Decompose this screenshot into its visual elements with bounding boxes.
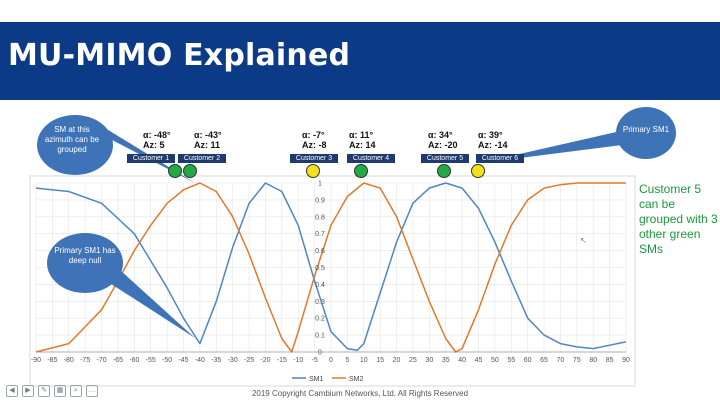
callout-primary-bubble <box>616 107 676 159</box>
x-tick-label: 10 <box>360 357 368 364</box>
x-tick-label: 25 <box>409 357 417 364</box>
x-tick-label: 75 <box>573 357 581 364</box>
prev-slide-icon[interactable]: ◀ <box>6 385 18 397</box>
x-tick-label: 40 <box>458 357 466 364</box>
customer-dot <box>471 164 485 178</box>
y-tick-label: 0.9 <box>315 197 325 204</box>
callout-primary-text: Primary SM1 <box>622 125 670 134</box>
x-tick-label: -90 <box>31 357 41 364</box>
x-tick-label: -30 <box>228 357 238 364</box>
callout-azimuth-bubble <box>37 115 113 175</box>
y-tick-label: 0.2 <box>315 316 325 323</box>
y-tick-label: 0.3 <box>315 299 325 306</box>
x-tick-label: -15 <box>277 357 287 364</box>
more-icon[interactable]: … <box>86 385 98 397</box>
y-tick-label: 0.8 <box>315 214 325 221</box>
x-tick-label: -50 <box>162 357 172 364</box>
chart-grid <box>29 175 636 387</box>
slide-title: MU-MIMO Explained <box>8 38 351 73</box>
customer-dot <box>306 164 320 178</box>
mouse-cursor-icon: ↖ <box>580 236 587 245</box>
angle-label: α: 34° Az: -20 <box>428 130 458 150</box>
callout-deepnull-pointer <box>105 270 195 338</box>
x-tick-label: -55 <box>146 357 156 364</box>
x-tick-label: 55 <box>507 357 515 364</box>
x-tick-label: -80 <box>64 357 74 364</box>
customer-dot <box>183 164 197 178</box>
customer-box: Customer 6 <box>476 154 524 163</box>
x-tick-label: -5 <box>311 357 317 364</box>
legend-label: SM2 <box>349 376 364 383</box>
title-bar <box>0 22 720 100</box>
x-tick-label: 80 <box>589 357 597 364</box>
y-tick-label: 0.6 <box>315 248 325 255</box>
callout-azimuth-text: SM at this azimuth can be grouped <box>44 125 100 154</box>
customer-box: Customer 3 <box>290 154 338 163</box>
x-tick-label: 70 <box>557 357 565 364</box>
y-tick-label: 0.4 <box>315 282 325 289</box>
x-tick-label: 60 <box>524 357 532 364</box>
chart-ticks: -90 -85 -80 -75 -70 -65 -60 -55 -50 -45 -40 -35 -30-… <box>31 181 630 365</box>
customer-box: Customer 5 <box>421 154 469 163</box>
slideshow-toolbar: ◀ ▶ ✎ ▦ ⌕ … <box>6 385 98 397</box>
chart-legend: SM1 SM2 <box>292 376 364 383</box>
angle-label: α: -48° Az: 5 <box>143 130 171 150</box>
grouping-note: Customer 5 can be grouped with 3 other g… <box>639 182 718 256</box>
callout-deepnull-text: Primary SM1 has deep null <box>54 246 116 265</box>
x-tick-label: -10 <box>293 357 303 364</box>
x-tick-label: 35 <box>442 357 450 364</box>
x-tick-label: 90 <box>622 357 630 364</box>
legend-label: SM1 <box>309 376 324 383</box>
x-tick-label: -65 <box>113 357 123 364</box>
customer-dot <box>354 164 368 178</box>
angle-label: α: 39° Az: -14 <box>478 130 508 150</box>
x-tick-label: 45 <box>475 357 483 364</box>
angle-label: α: 11° Az: 14 <box>349 130 376 150</box>
customer-dot <box>168 164 182 178</box>
y-tick-label: 0.5 <box>315 265 325 272</box>
x-tick-label: -85 <box>47 357 57 364</box>
x-tick-label: 85 <box>606 357 614 364</box>
pen-icon[interactable]: ✎ <box>38 385 50 397</box>
y-tick-label: 0.7 <box>315 231 325 238</box>
next-slide-icon[interactable]: ▶ <box>22 385 34 397</box>
x-tick-label: 5 <box>345 357 349 364</box>
x-tick-label: 15 <box>376 357 384 364</box>
x-tick-label: 65 <box>540 357 548 364</box>
slides-icon[interactable]: ▦ <box>54 385 66 397</box>
copyright-text: 2019 Copyright Cambium Networks, Ltd. Al… <box>251 389 469 398</box>
top-band <box>0 0 720 22</box>
x-tick-label: -35 <box>211 357 221 364</box>
angle-label: α: -7° Az: -8 <box>302 130 327 150</box>
x-tick-label: 20 <box>393 357 401 364</box>
plot-frame <box>29 175 636 387</box>
y-tick-label: 0.1 <box>315 333 325 340</box>
x-tick-label: -40 <box>195 357 205 364</box>
series-line-sm1 <box>35 182 627 352</box>
series-line-sm2 <box>35 182 626 353</box>
customer-dot <box>437 164 451 178</box>
callout-deepnull-bubble <box>47 233 123 293</box>
y-tick-label: 1 <box>318 181 322 188</box>
x-tick-label: 50 <box>491 357 499 364</box>
x-tick-label: -20 <box>260 357 270 364</box>
customer-box: Customer 1 <box>127 154 175 163</box>
chart-series <box>35 182 627 353</box>
zoom-icon[interactable]: ⌕ <box>70 385 82 397</box>
customer-box: Customer 4 <box>347 154 395 163</box>
x-tick-label: -45 <box>178 357 188 364</box>
x-tick-label: -25 <box>244 357 254 364</box>
x-tick-label: -60 <box>129 357 139 364</box>
angle-label: α: -43° Az: 11 <box>194 130 222 150</box>
y-tick-label: 0 <box>318 350 322 357</box>
x-tick-label: -75 <box>80 357 90 364</box>
x-tick-label: -70 <box>96 357 106 364</box>
x-tick-label: 0 <box>329 357 333 364</box>
x-tick-label: 30 <box>425 357 433 364</box>
customer-box: Customer 2 <box>178 154 226 163</box>
